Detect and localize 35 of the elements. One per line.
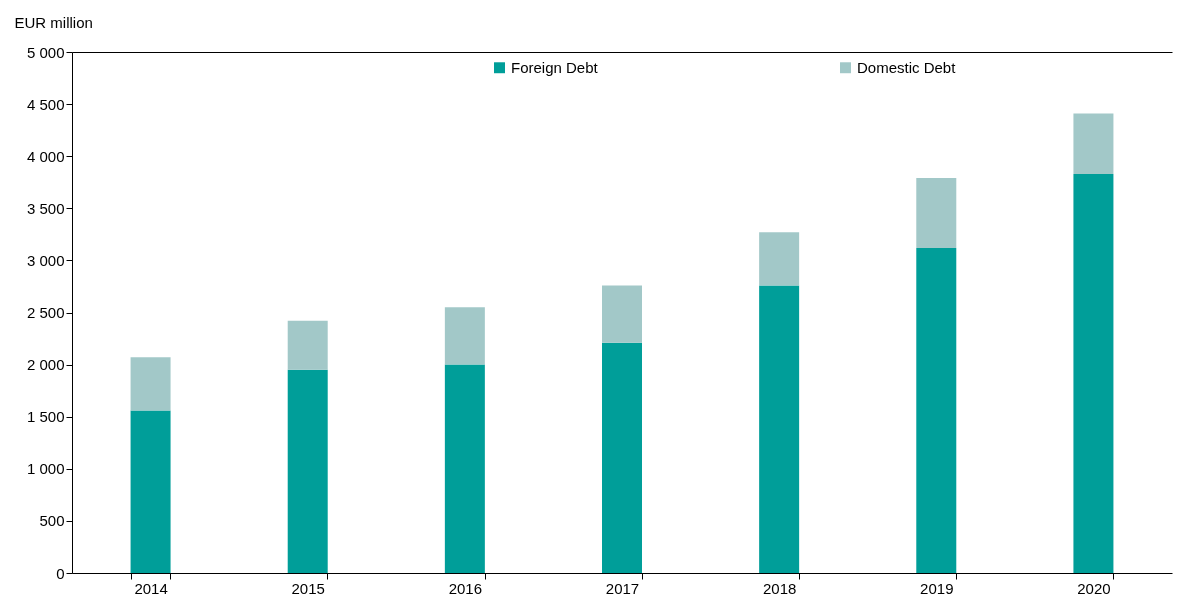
bar — [130, 357, 171, 411]
bar — [444, 307, 485, 365]
bar — [916, 178, 957, 248]
y-tick-label: 3 500 — [26, 199, 65, 217]
x-tick-label: 2015 — [291, 579, 325, 597]
bar — [444, 364, 485, 573]
x-tick-label: 2016 — [448, 579, 483, 597]
y-tick-label: 2 500 — [26, 304, 65, 321]
bar — [759, 285, 800, 573]
y-tick-label: 3 000 — [26, 251, 65, 269]
legend-label: Domestic Debt — [857, 58, 957, 76]
x-tick-label: 2014 — [134, 579, 168, 597]
x-tick-label: 2017 — [605, 579, 640, 597]
y-tick-label: 4 500 — [26, 95, 65, 113]
legend-label: Foreign Debt — [511, 58, 599, 76]
y-tick-label: 1 000 — [26, 460, 65, 478]
y-tick-label: 5 000 — [26, 43, 65, 61]
x-tick-label: 2020 — [1077, 579, 1111, 597]
bar — [602, 285, 642, 343]
x-tick-label: 2018 — [762, 579, 797, 597]
y-tick-label: 0 — [56, 564, 65, 582]
bar — [287, 320, 328, 370]
bar — [1073, 113, 1114, 174]
y-tick-label: 500 — [39, 512, 65, 530]
bar — [1073, 173, 1114, 573]
bar — [602, 342, 642, 573]
bar — [759, 232, 800, 286]
y-tick-label: 2 000 — [26, 356, 65, 374]
y-axis-title: EUR million — [14, 13, 93, 31]
x-tick-label: 2019 — [920, 579, 954, 597]
y-tick-label: 4 000 — [26, 147, 65, 165]
bar — [287, 369, 328, 573]
bar — [130, 410, 171, 573]
bar — [916, 247, 957, 573]
y-tick-label: 1 500 — [26, 408, 65, 426]
